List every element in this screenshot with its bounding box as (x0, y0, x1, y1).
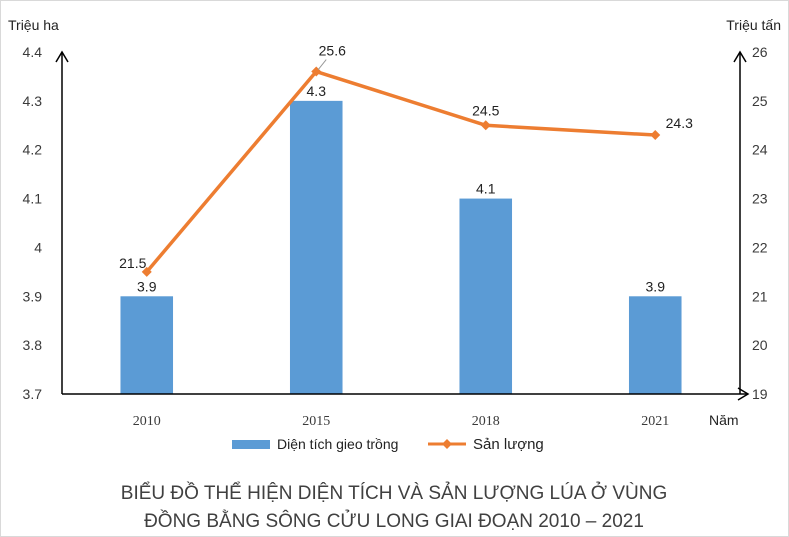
line-path (145, 69, 656, 273)
x-axis-arrow (737, 387, 750, 401)
left-tick-label: 4.2 (23, 142, 43, 158)
line-data-labels: 21.5 25.6 24.5 24.3 (119, 43, 693, 271)
left-tick-label: 3.7 (23, 386, 43, 402)
right-tick-label: 20 (752, 337, 768, 353)
bar (628, 296, 682, 394)
right-tick-label: 24 (752, 142, 768, 158)
legend-label-line: Sản lượng (473, 436, 544, 453)
line-data-label: 24.3 (666, 115, 693, 131)
data-label-leader (317, 59, 327, 70)
left-tick-label: 4.1 (23, 191, 43, 207)
bar (120, 296, 174, 394)
line-point (141, 266, 152, 277)
left-tick-label: 4.3 (23, 93, 43, 109)
line-point (480, 120, 491, 131)
x-tick-label: 2021 (641, 414, 669, 429)
bar (459, 198, 513, 394)
right-axis-ticks: 19 20 21 22 23 24 25 26 (752, 44, 768, 402)
axes (55, 50, 750, 401)
bar-data-labels: 3.9 4.3 4.1 3.9 (137, 83, 665, 294)
right-tick-label: 23 (752, 191, 768, 207)
right-tick-label: 22 (752, 239, 768, 255)
x-tick-label: 2015 (302, 414, 330, 429)
chart-title-line-2: ĐỒNG BẰNG SÔNG CỬU LONG GIAI ĐOẠN 2010 –… (144, 510, 644, 532)
line-data-label: 25.6 (319, 43, 346, 59)
left-tick-label: 4 (34, 239, 42, 255)
right-axis-arrow (733, 50, 747, 63)
legend-label-bar: Diện tích gieo trồng (277, 436, 398, 452)
left-axis-ticks: 3.7 3.8 3.9 4 4.1 4.2 4.3 4.4 (23, 44, 43, 402)
right-tick-label: 25 (752, 93, 768, 109)
right-tick-label: 19 (752, 386, 768, 402)
x-tick-label: 2010 (133, 414, 161, 429)
line-series (141, 66, 661, 277)
line-data-label: 21.5 (119, 255, 146, 271)
bar-data-label: 4.3 (307, 83, 327, 99)
bar-data-label: 4.1 (476, 181, 496, 197)
left-axis-arrow (55, 50, 69, 63)
right-tick-label: 21 (752, 288, 768, 304)
x-axis-ticks: 2010 2015 2018 2021 (133, 414, 670, 429)
legend-swatch-bar (232, 440, 270, 449)
legend: Diện tích gieo trồng Sản lượng (232, 436, 544, 453)
bar-data-label: 3.9 (137, 278, 157, 294)
left-tick-label: 3.8 (23, 337, 43, 353)
right-axis-unit: Triệu tấn (726, 17, 781, 33)
bar-series (120, 100, 682, 394)
bar (289, 100, 343, 394)
line-point (650, 130, 661, 141)
x-tick-label: 2018 (472, 414, 500, 429)
x-axis-label: Năm (709, 412, 739, 428)
left-tick-label: 4.4 (23, 44, 43, 60)
left-tick-label: 3.9 (23, 288, 43, 304)
legend-swatch-marker (442, 439, 452, 449)
chart-title-line-1: BIỂU ĐỒ THỂ HIỆN DIỆN TÍCH VÀ SẢN LƯỢNG … (121, 482, 667, 504)
line-data-label: 24.5 (472, 102, 499, 118)
right-tick-label: 26 (752, 44, 768, 60)
left-axis-unit: Triệu ha (8, 17, 59, 33)
bar-data-label: 3.9 (646, 278, 666, 294)
